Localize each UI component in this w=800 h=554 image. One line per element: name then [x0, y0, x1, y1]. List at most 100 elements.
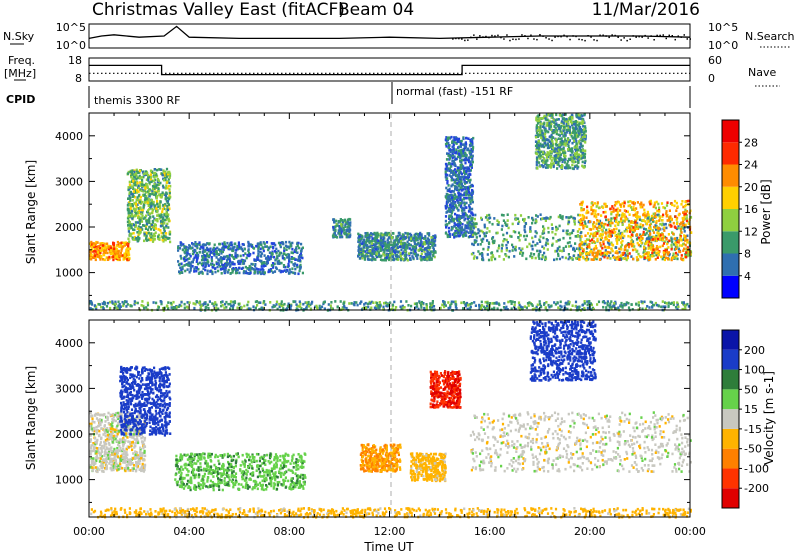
heatmap-cell — [453, 232, 456, 235]
heatmap-cell — [161, 210, 164, 213]
heatmap-cell — [595, 205, 598, 208]
heatmap-cell — [238, 271, 241, 275]
heatmap-cell — [157, 233, 160, 237]
heatmap-cell — [195, 243, 198, 246]
heatmap-cell — [463, 191, 466, 194]
heatmap-cell — [180, 268, 183, 272]
heatmap-cell — [500, 213, 504, 217]
heatmap-cell — [423, 250, 426, 253]
heatmap-cell — [344, 223, 347, 226]
nsearch-dot — [623, 37, 625, 39]
heatmap-cell — [193, 270, 196, 273]
heatmap-cell — [240, 267, 243, 270]
heatmap-cell — [635, 215, 638, 218]
heatmap-cell — [457, 137, 461, 141]
heatmap-cell — [394, 253, 397, 256]
nsearch-dot — [554, 36, 556, 38]
heatmap-cell — [389, 252, 392, 255]
heatmap-cell — [226, 262, 229, 266]
heatmap-cell — [191, 265, 194, 268]
heatmap-cell — [108, 255, 111, 259]
heatmap-cell — [575, 247, 578, 250]
heatmap-cell — [120, 249, 123, 252]
heatmap-cell — [596, 229, 600, 233]
heatmap-cell — [514, 213, 517, 217]
heatmap-cell — [582, 256, 585, 260]
heatmap-cell — [390, 243, 393, 246]
heatmap-cell — [524, 222, 527, 225]
heatmap-cell — [419, 257, 422, 260]
heatmap-cell — [255, 244, 258, 248]
heatmap-cell — [461, 166, 465, 170]
heatmap-cell — [595, 222, 598, 225]
heatmap-cell — [151, 208, 155, 212]
heatmap-cell — [636, 241, 639, 245]
heatmap-cell — [444, 138, 447, 142]
heatmap-cell — [269, 257, 272, 261]
heatmap-cell — [128, 194, 131, 198]
heatmap-cell — [273, 270, 277, 273]
heatmap-cell — [651, 255, 654, 258]
heatmap-cell — [590, 212, 593, 216]
heatmap-cell — [339, 226, 342, 230]
heatmap-cell — [207, 242, 210, 246]
heatmap-cell — [141, 185, 144, 189]
nsearch-dot — [590, 36, 592, 38]
heatmap-cell — [408, 236, 411, 239]
heatmap-cell — [487, 258, 491, 262]
heatmap-cell — [122, 245, 125, 248]
heatmap-cell — [450, 184, 453, 188]
heatmap-cell — [459, 198, 462, 201]
nsearch-dot — [548, 38, 550, 40]
heatmap-cell — [286, 245, 289, 248]
heatmap-cell — [133, 228, 136, 232]
heatmap-cell — [661, 219, 664, 222]
heatmap-cell — [502, 239, 505, 243]
heatmap-cell — [457, 188, 461, 192]
heatmap-cell — [196, 262, 200, 266]
heatmap-cell — [555, 228, 558, 231]
heatmap-cell — [424, 237, 427, 240]
heatmap-cell — [181, 267, 184, 271]
heatmap-cell — [651, 251, 654, 255]
heatmap-cell — [456, 166, 460, 170]
heatmap-cell — [135, 170, 139, 174]
heatmap-cell — [107, 246, 110, 249]
heatmap-cell — [529, 254, 532, 258]
heatmap-cell — [134, 202, 138, 206]
heatmap-cell — [258, 259, 261, 263]
heatmap-cell — [656, 256, 659, 259]
heatmap-cell — [465, 181, 468, 184]
heatmap-cell — [463, 154, 466, 158]
heatmap-cell — [459, 171, 462, 175]
heatmap-cell — [609, 222, 612, 225]
heatmap-cell — [473, 255, 476, 258]
heatmap-cell — [455, 235, 458, 238]
heatmap-cell — [253, 270, 257, 274]
heatmap-cell — [589, 250, 592, 254]
heatmap-cell — [606, 223, 609, 227]
heatmap-cell — [462, 143, 465, 146]
heatmap-cell — [294, 249, 297, 252]
heatmap-cell — [378, 241, 381, 245]
heatmap-cell — [652, 248, 655, 251]
heatmap-cell — [620, 217, 623, 220]
heatmap-cell — [497, 246, 500, 250]
heatmap-cell — [382, 252, 385, 256]
heatmap-cell — [364, 240, 368, 244]
heatmap-cell — [453, 225, 456, 228]
heatmap-cell — [668, 216, 671, 219]
heatmap-cell — [629, 200, 632, 203]
heatmap-cell — [572, 246, 575, 250]
heatmap-cell — [463, 180, 466, 184]
heatmap-cell — [293, 264, 296, 268]
heatmap-cell — [387, 241, 390, 244]
heatmap-cell — [395, 235, 398, 238]
heatmap-cell — [505, 243, 508, 247]
heatmap-cell — [388, 249, 391, 253]
heatmap-cell — [458, 171, 461, 174]
heatmap-cell — [457, 229, 460, 232]
heatmap-cell — [461, 211, 464, 215]
heatmap-cell — [497, 221, 500, 224]
heatmap-cell — [257, 247, 260, 250]
